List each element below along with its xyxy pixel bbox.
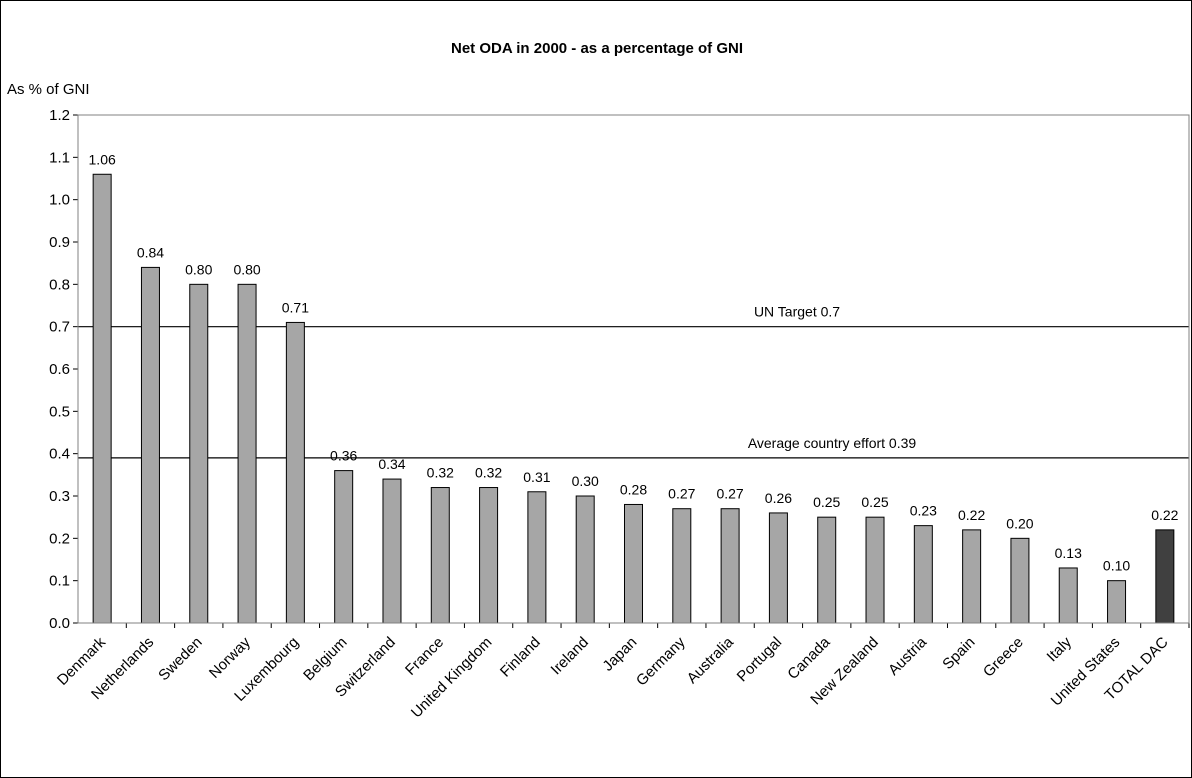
bar-spain xyxy=(962,529,982,624)
data-label: 0.25 xyxy=(861,494,888,510)
data-label: 0.22 xyxy=(958,507,985,523)
data-label: 0.80 xyxy=(185,261,212,277)
plot-area xyxy=(77,114,1190,624)
y-tick-label: 0.8 xyxy=(49,276,70,293)
x-tick-label: Canada xyxy=(784,633,834,683)
bar-norway xyxy=(237,283,257,624)
data-label: 0.28 xyxy=(620,481,647,497)
bar-ireland xyxy=(575,495,595,624)
data-label: 0.32 xyxy=(475,465,502,481)
data-label: 1.06 xyxy=(89,151,116,167)
bar-belgium xyxy=(334,470,354,624)
data-label: 0.10 xyxy=(1103,558,1130,574)
data-label: 0.26 xyxy=(765,490,792,506)
reference-line-label: UN Target 0.7 xyxy=(754,304,840,320)
y-tick-label: 0.9 xyxy=(49,234,70,251)
data-label: 0.27 xyxy=(668,486,695,502)
x-tick-label: Austria xyxy=(885,633,930,678)
x-tick-label: Greece xyxy=(980,634,1027,681)
bar-switzerland xyxy=(382,478,402,624)
bar-greece xyxy=(1010,537,1030,624)
data-label: 0.80 xyxy=(233,261,260,277)
x-tick-label: Ireland xyxy=(548,634,592,678)
y-tick-label: 0.3 xyxy=(49,488,70,505)
bars xyxy=(92,173,1175,624)
chart-title: Net ODA in 2000 - as a percentage of GNI xyxy=(451,40,743,57)
data-label: 0.34 xyxy=(378,456,405,472)
bar-canada xyxy=(817,516,837,624)
bar-total-dac xyxy=(1155,529,1175,624)
bar-denmark xyxy=(92,173,112,624)
data-label: 0.32 xyxy=(427,465,454,481)
data-label: 0.84 xyxy=(137,244,164,260)
bar-luxembourg xyxy=(285,321,305,624)
x-tick-label: Finland xyxy=(497,634,544,681)
y-tick-label: 0.7 xyxy=(49,319,70,336)
x-tick-label: Portugal xyxy=(734,634,786,686)
x-tick-label: Spain xyxy=(939,634,978,673)
data-label: 0.36 xyxy=(330,448,357,464)
bar-germany xyxy=(672,508,692,624)
y-tick-label: 0.2 xyxy=(49,530,70,547)
x-tick-label: Japan xyxy=(599,634,640,675)
data-label: 0.27 xyxy=(716,486,743,502)
bar-japan xyxy=(624,503,643,624)
y-tick-label: 0.1 xyxy=(49,573,70,590)
bar-new-zealand xyxy=(865,516,885,624)
data-label: 0.20 xyxy=(1006,515,1033,531)
y-tick-label: 1.2 xyxy=(49,107,70,124)
bar-australia xyxy=(720,508,740,624)
bar-portugal xyxy=(768,512,788,624)
y-tick-label: 0.4 xyxy=(49,446,70,463)
y-tick-label: 1.0 xyxy=(49,192,70,209)
x-tick-label: France xyxy=(402,634,447,679)
bar-austria xyxy=(913,525,933,624)
data-label: 0.25 xyxy=(813,494,840,510)
bar-sweden xyxy=(189,283,209,624)
x-tick-label: Italy xyxy=(1044,633,1076,665)
bar-united-kingdom xyxy=(479,487,499,624)
x-tick-label: Norway xyxy=(206,633,254,681)
bar-finland xyxy=(527,491,547,624)
y-axis: 0.0 0.1 0.2 0.3 0.4 0.5 0.6 0.7 0.8 0.9 1.0 1.1 1.2 xyxy=(49,107,79,632)
x-tick-label: Germany xyxy=(633,633,689,689)
y-tick-label: 1.1 xyxy=(49,149,70,166)
y-tick-label: 0.5 xyxy=(49,403,70,420)
bar-united-states xyxy=(1107,580,1127,624)
x-tick-label: Sweden xyxy=(155,634,205,684)
bar-france xyxy=(430,487,450,624)
data-label: 0.71 xyxy=(282,299,309,315)
data-label: 0.23 xyxy=(910,503,937,519)
data-label: 0.31 xyxy=(523,469,550,485)
bar-netherlands xyxy=(140,266,160,624)
y-tick-label: 0.6 xyxy=(49,361,70,378)
reference-lines: UN Target 0.7 Average country effort 0.39 xyxy=(78,304,1189,459)
y-tick-label: 0.0 xyxy=(49,615,70,632)
y-axis-label: As % of GNI xyxy=(7,81,90,98)
data-label: 0.22 xyxy=(1151,507,1178,523)
data-labels: 1.06 0.84 0.80 0.80 0.71 0.36 0.34 0.32 0.32 0.31… xyxy=(89,151,1179,573)
x-tick-label: Australia xyxy=(684,633,738,687)
bar-italy xyxy=(1058,567,1078,624)
data-label: 0.30 xyxy=(572,473,599,489)
data-label: 0.13 xyxy=(1055,545,1082,561)
reference-line-label: Average country effort 0.39 xyxy=(748,435,917,451)
